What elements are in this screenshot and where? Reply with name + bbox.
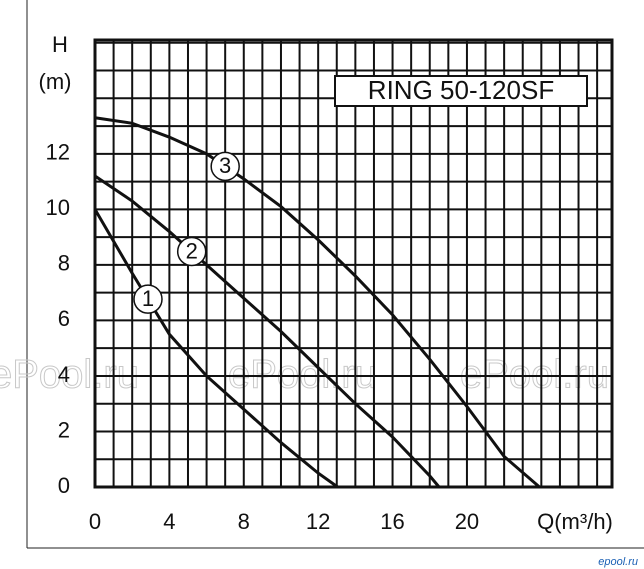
y-tick-label: 4: [58, 362, 70, 387]
x-tick-label: 0: [89, 509, 101, 534]
plot-frame: [93, 38, 614, 489]
logo: epool.ru: [598, 556, 638, 568]
curve: [93, 208, 339, 489]
y-tick-label: 6: [58, 306, 70, 331]
y-tick-label: 2: [58, 417, 70, 442]
x-tick-label: 12: [306, 509, 330, 534]
x-tick-label: 20: [455, 509, 479, 534]
x-tick-label: 4: [163, 509, 175, 534]
y-axis-label: H: [52, 32, 68, 57]
curve-label-circle: [133, 284, 163, 314]
x-tick-label: 16: [380, 509, 404, 534]
y-tick-label: 8: [58, 251, 70, 276]
curve-label-circle: [210, 151, 240, 182]
curve-label-circle: [176, 236, 207, 267]
y-tick-label: 12: [46, 140, 70, 165]
curve: [94, 174, 441, 488]
y-axis-label: (m): [39, 69, 72, 94]
title-box: [334, 75, 588, 107]
y-tick-label: 0: [58, 473, 70, 498]
watermark: ePool.ru: [460, 353, 609, 397]
legend-label: 1: [142, 286, 154, 311]
chart-title: RING 50-120SF: [368, 75, 554, 105]
curve: [94, 116, 541, 489]
x-tick-label: 8: [238, 509, 250, 534]
legend-label: 3: [219, 153, 231, 178]
x-axis-label: Q(m³/h): [537, 509, 613, 534]
legend-label: 2: [186, 238, 198, 263]
y-tick-label: 10: [46, 195, 70, 220]
watermark: ePool.ru: [228, 353, 377, 397]
watermark: ePool.ru: [0, 353, 139, 397]
